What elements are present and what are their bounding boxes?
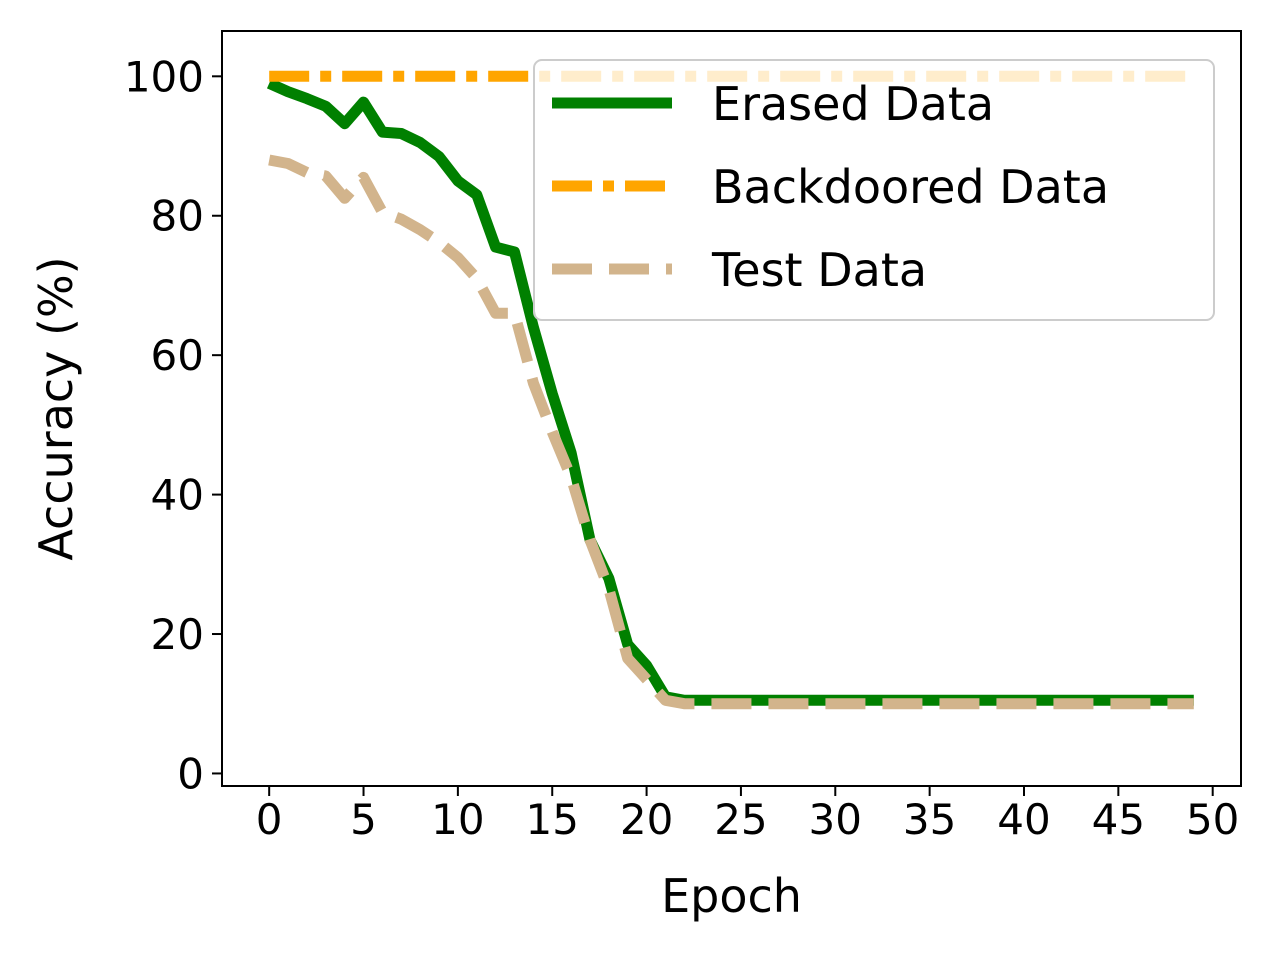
y-axis-ticks: 0 20 40 60 80 100 — [124, 52, 222, 798]
x-tick-label: 30 — [809, 795, 862, 844]
x-tick-label: 50 — [1186, 795, 1239, 844]
legend: Erased Data Backdoored Data Test Data — [533, 59, 1215, 321]
legend-label-2: Backdoored Data — [712, 160, 1109, 214]
x-tick-label: 40 — [997, 795, 1050, 844]
x-tick-label: 0 — [256, 795, 283, 844]
y-tick-label: 40 — [151, 471, 204, 520]
y-tick-label: 0 — [177, 749, 204, 798]
x-tick-label: 10 — [431, 795, 484, 844]
x-tick-label: 20 — [620, 795, 673, 844]
x-tick-label: 45 — [1092, 795, 1145, 844]
x-axis-ticks: 0 5 10 15 20 25 30 35 40 45 50 — [256, 786, 1239, 844]
x-axis-title: Epoch — [661, 869, 802, 923]
y-tick-label: 100 — [124, 52, 204, 101]
legend-box — [533, 59, 1215, 321]
legend-label-1: Erased Data — [712, 77, 994, 131]
y-axis-title: Accuracy (%) — [29, 256, 83, 560]
y-tick-label: 20 — [151, 610, 204, 659]
series-line-3 — [268, 154, 1194, 710]
plot-area-frame — [221, 30, 1242, 787]
x-tick-label: 35 — [903, 795, 956, 844]
y-tick-label: 80 — [151, 192, 204, 241]
x-tick-label: 25 — [714, 795, 767, 844]
legend-label-3: Test Data — [711, 243, 927, 297]
y-tick-label: 60 — [151, 331, 204, 380]
x-tick-label: 15 — [526, 795, 579, 844]
x-tick-label: 5 — [350, 795, 377, 844]
